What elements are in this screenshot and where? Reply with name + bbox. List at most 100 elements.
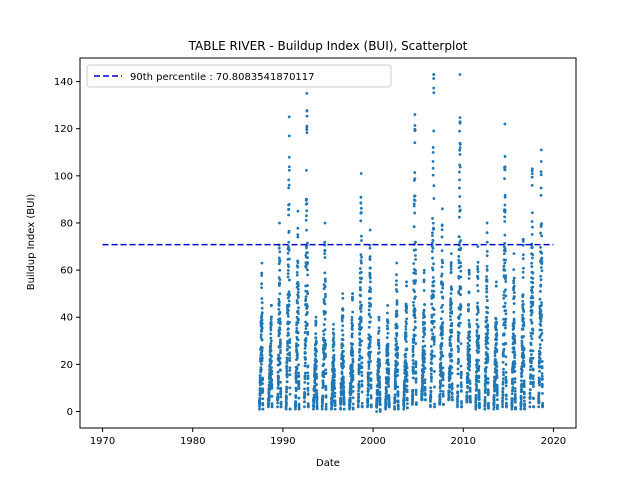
- data-point: [405, 371, 409, 374]
- data-point: [528, 388, 532, 391]
- data-point: [476, 308, 480, 312]
- data-point: [324, 355, 328, 358]
- data-point: [333, 391, 337, 395]
- data-point: [459, 239, 463, 242]
- data-point: [460, 405, 464, 409]
- data-point: [441, 296, 445, 300]
- data-point: [341, 296, 345, 300]
- data-point: [279, 390, 283, 394]
- data-point: [288, 366, 292, 370]
- data-point: [503, 210, 507, 214]
- data-point: [396, 363, 399, 366]
- data-point: [260, 273, 264, 277]
- data-point: [297, 383, 301, 387]
- data-point: [294, 395, 298, 399]
- data-point: [393, 395, 397, 399]
- data-point: [269, 344, 273, 348]
- data-point: [414, 377, 418, 380]
- data-point: [475, 387, 479, 390]
- data-point: [357, 389, 360, 393]
- data-point: [305, 251, 309, 255]
- data-point: [267, 392, 271, 395]
- data-point: [530, 211, 534, 215]
- data-point: [260, 306, 264, 310]
- data-point: [538, 369, 541, 373]
- data-point: [295, 271, 299, 274]
- data-point: [294, 374, 298, 378]
- data-point: [531, 253, 535, 257]
- data-point: [485, 339, 489, 342]
- data-point: [304, 338, 308, 342]
- data-point: [522, 392, 526, 396]
- data-point: [321, 396, 325, 400]
- data-point: [387, 395, 391, 399]
- data-point: [412, 353, 415, 357]
- data-point: [477, 359, 481, 362]
- data-point: [351, 324, 354, 328]
- data-point: [306, 268, 309, 272]
- data-point: [538, 351, 542, 355]
- data-point: [260, 261, 264, 265]
- data-point: [351, 296, 354, 300]
- data-point: [305, 311, 309, 314]
- data-point: [530, 246, 534, 249]
- data-point: [369, 386, 373, 390]
- data-point: [330, 401, 334, 405]
- data-point: [431, 332, 435, 336]
- data-point: [492, 407, 496, 411]
- data-point: [467, 290, 471, 294]
- data-point: [312, 401, 316, 405]
- data-point: [393, 407, 397, 411]
- data-point: [258, 400, 262, 404]
- data-point: [531, 368, 535, 372]
- data-point: [411, 376, 415, 380]
- data-point: [476, 301, 479, 305]
- data-point: [294, 380, 298, 384]
- data-point: [523, 404, 526, 408]
- data-point: [297, 312, 300, 315]
- data-point: [303, 405, 306, 409]
- data-point: [332, 336, 336, 340]
- data-point: [414, 295, 417, 299]
- data-point: [504, 375, 508, 379]
- data-point: [315, 376, 318, 380]
- data-point: [513, 395, 517, 399]
- data-point: [412, 362, 415, 365]
- data-point: [513, 339, 517, 343]
- data-point: [412, 369, 415, 373]
- data-point: [270, 366, 273, 369]
- data-point: [351, 292, 355, 296]
- data-point: [459, 275, 463, 279]
- data-point: [288, 368, 292, 372]
- data-point: [514, 400, 517, 404]
- data-point: [270, 378, 274, 382]
- data-point: [378, 392, 382, 396]
- data-point: [522, 317, 525, 320]
- y-tick-label: 100: [54, 171, 73, 182]
- data-point: [278, 221, 281, 225]
- data-point: [441, 282, 445, 285]
- data-point: [386, 352, 390, 356]
- data-point: [504, 258, 507, 262]
- data-point: [412, 328, 416, 332]
- data-point: [331, 396, 334, 400]
- data-point: [541, 392, 544, 395]
- data-point: [278, 331, 281, 335]
- data-point: [432, 294, 435, 297]
- data-point: [495, 332, 499, 335]
- data-point: [331, 362, 335, 366]
- data-point: [440, 290, 443, 294]
- data-point: [502, 367, 505, 371]
- data-point: [306, 388, 310, 392]
- data-point: [342, 354, 345, 358]
- data-point: [414, 279, 418, 282]
- data-point: [258, 396, 262, 400]
- data-point: [476, 265, 480, 268]
- data-point: [431, 268, 435, 272]
- data-point: [477, 367, 480, 371]
- data-point: [486, 381, 490, 385]
- data-point: [459, 265, 463, 268]
- data-point: [430, 350, 434, 354]
- data-point: [314, 341, 318, 345]
- data-point: [303, 346, 307, 350]
